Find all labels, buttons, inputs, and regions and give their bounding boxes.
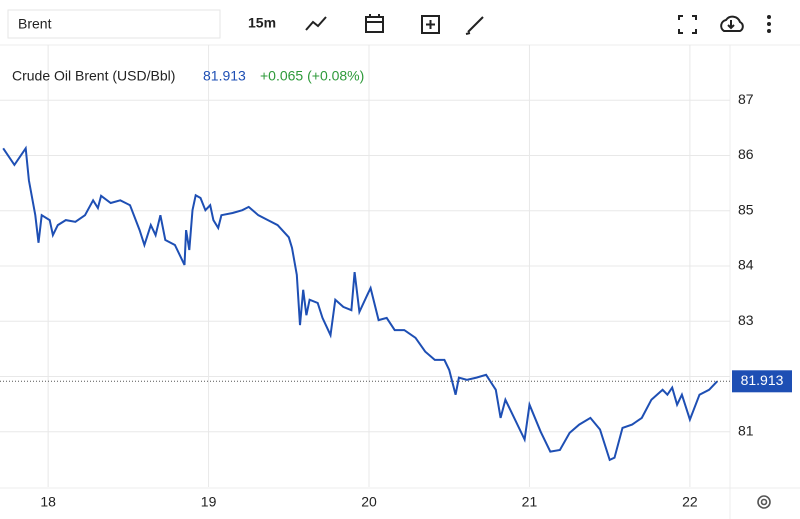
settings-icon[interactable] (757, 495, 771, 509)
price-line (2, 145, 718, 462)
add-icon[interactable] (421, 15, 440, 34)
calendar-icon[interactable] (365, 14, 384, 33)
x-tick-label: 22 (682, 494, 698, 510)
x-tick-label: 21 (522, 494, 538, 510)
y-tick-label: 86 (738, 146, 754, 162)
x-tick-label: 20 (361, 494, 377, 510)
download-icon[interactable] (720, 15, 744, 32)
y-tick-label: 85 (738, 201, 754, 217)
x-tick-label: 18 (40, 494, 56, 510)
y-tick-label: 83 (738, 312, 754, 328)
last-value: 81.913 (203, 68, 246, 84)
x-tick-label: 19 (201, 494, 217, 510)
change: +0.065 (+0.08%) (260, 68, 364, 84)
chart-type-icon[interactable] (305, 16, 327, 31)
symbol-text: Brent (18, 16, 52, 32)
fullscreen-icon[interactable] (678, 15, 697, 34)
symbol-search[interactable] (7, 9, 221, 39)
chart-title: Crude Oil Brent (USD/Bbl) (12, 68, 175, 84)
interval-button[interactable]: 15m (248, 15, 276, 31)
y-tick-label: 84 (738, 257, 754, 273)
last-price-label: 81.913 (741, 372, 784, 388)
menu-icon[interactable] (767, 15, 771, 33)
y-tick-label: 81 (738, 422, 754, 438)
last-price-tag (732, 370, 792, 393)
y-tick-label: 87 (738, 91, 754, 107)
draw-icon[interactable] (465, 16, 484, 35)
